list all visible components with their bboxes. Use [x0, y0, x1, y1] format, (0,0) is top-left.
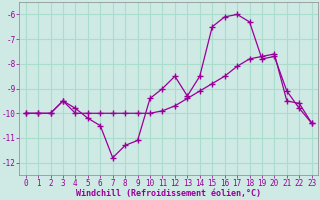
X-axis label: Windchill (Refroidissement éolien,°C): Windchill (Refroidissement éolien,°C) [76, 189, 261, 198]
